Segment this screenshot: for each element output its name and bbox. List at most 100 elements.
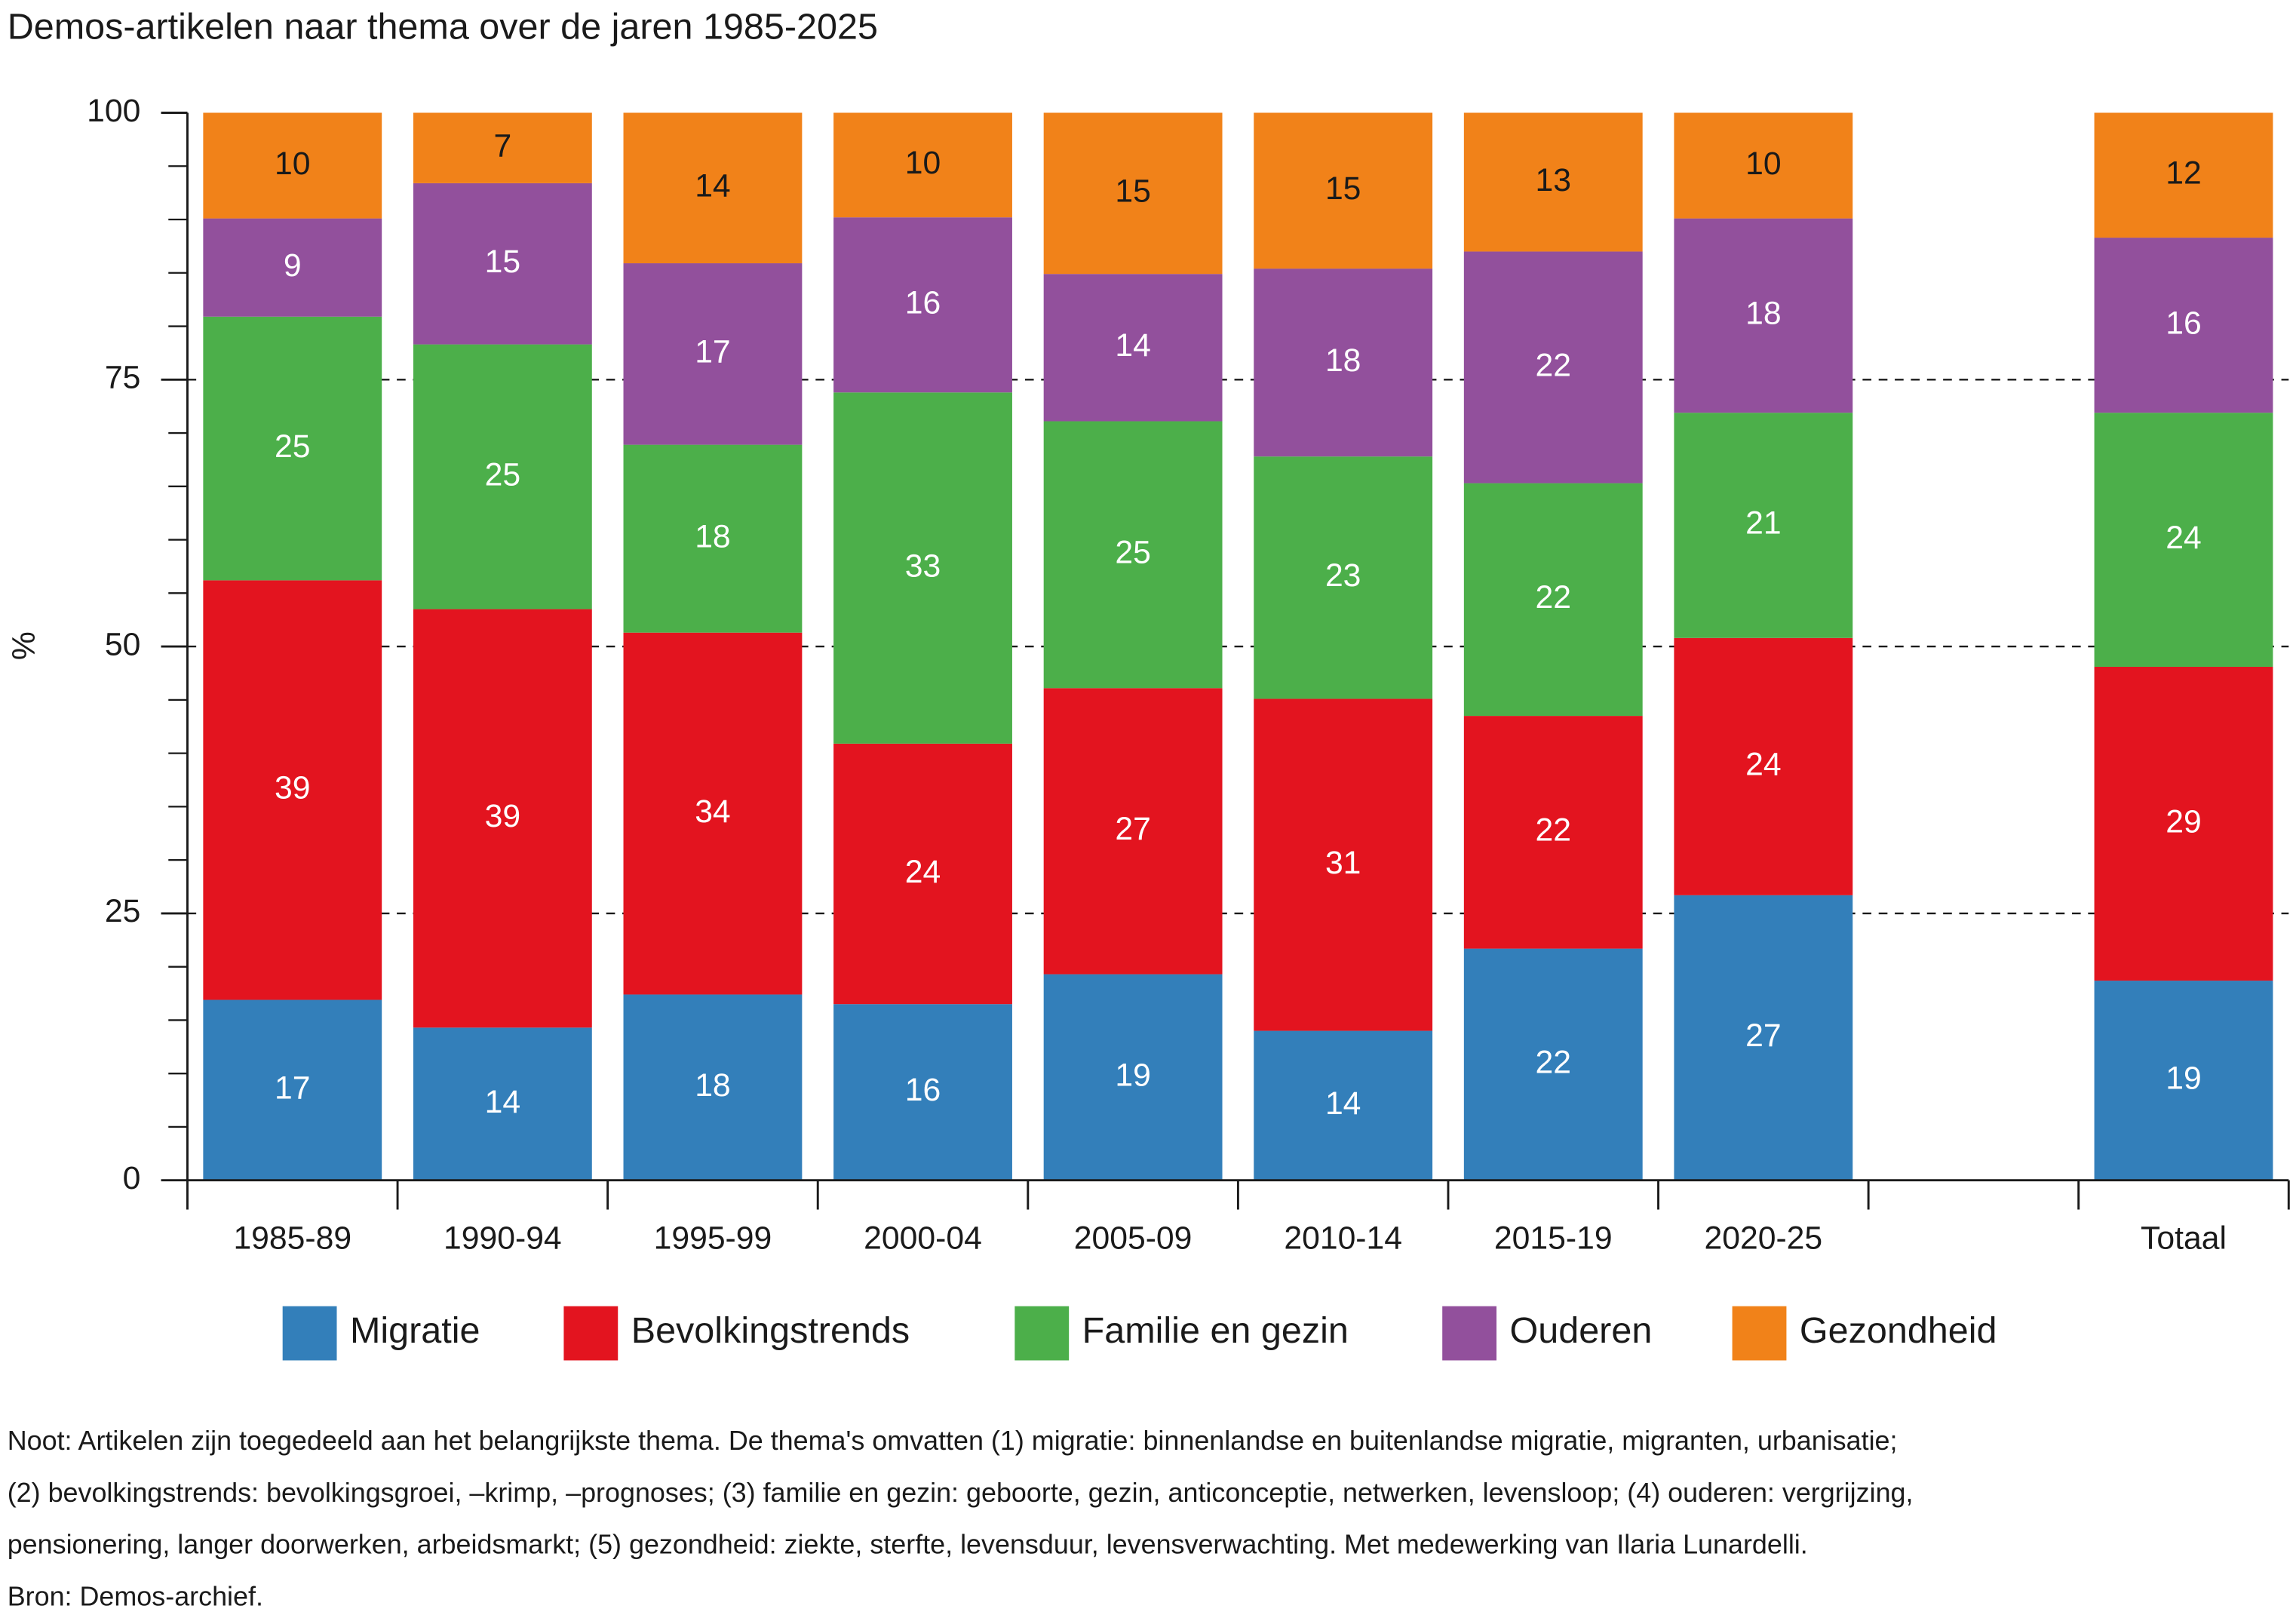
x-tick-label: 2005-09 [1074, 1220, 1193, 1257]
legend-label: Gezondheid [1800, 1310, 1997, 1351]
data-label: 29 [2166, 803, 2201, 840]
bar-segment [1043, 974, 1223, 1180]
legend-swatch [1732, 1306, 1787, 1361]
data-label: 16 [905, 1072, 941, 1108]
bar-segment [623, 263, 803, 445]
bar-segment [623, 112, 803, 264]
bar-segment [833, 112, 1012, 218]
legend-swatch [1014, 1306, 1070, 1361]
data-label: 24 [1745, 747, 1781, 783]
bar-segment [203, 316, 382, 581]
data-label: 27 [1745, 1018, 1781, 1054]
data-label: 10 [1745, 146, 1781, 182]
bar-segment [833, 1004, 1012, 1180]
data-label: 16 [905, 285, 941, 321]
bar-segment [833, 743, 1012, 1005]
bar-segment [413, 112, 592, 183]
chart-title: Demos-artikelen naar thema over de jaren… [8, 7, 878, 48]
data-label: 7 [493, 127, 511, 164]
bar-segment [1463, 251, 1643, 484]
data-label: 14 [695, 168, 730, 204]
bar-segment [2094, 413, 2273, 667]
data-label: 18 [1325, 342, 1361, 379]
data-label: 18 [695, 518, 730, 554]
data-label: 25 [485, 456, 520, 493]
bar-segment [2094, 238, 2273, 413]
legend-swatch [563, 1306, 619, 1361]
x-tick-label: 2020-25 [1705, 1220, 1823, 1257]
bar-segment [2094, 112, 2273, 238]
data-label: 39 [485, 798, 520, 834]
data-label: 22 [1536, 347, 1571, 383]
y-tick-label: 25 [105, 893, 140, 929]
note: Noot: Artikelen zijn toegedeeld aan het … [8, 1425, 1898, 1456]
data-label: 9 [284, 247, 302, 284]
data-label: 24 [905, 854, 941, 890]
bar-segment [1043, 112, 1223, 275]
bar-segment [1254, 698, 1433, 1031]
y-tick-label: 75 [105, 360, 140, 396]
data-label: 14 [1325, 1085, 1361, 1122]
data-label: 25 [275, 428, 310, 465]
bar-segment [203, 218, 382, 317]
bar-segment [1674, 895, 1853, 1180]
data-label: 27 [1115, 811, 1150, 847]
y-tick-label: 100 [87, 93, 140, 129]
note: pensionering, langer doorwerken, arbeids… [8, 1529, 1808, 1560]
y-tick-label: 0 [123, 1160, 141, 1196]
y-tick-label: 50 [105, 626, 140, 662]
data-label: 24 [2166, 520, 2201, 556]
bar-segment [413, 183, 592, 345]
data-label: 19 [1115, 1057, 1150, 1093]
bar-segment [1463, 112, 1643, 252]
note: Bron: Demos-archief. [8, 1581, 263, 1612]
x-tick-label: 2010-14 [1284, 1220, 1402, 1257]
bar-segment [413, 609, 592, 1028]
bar-segment [1674, 112, 1853, 219]
note: (2) bevolkingstrends: bevolkingsgroei, –… [8, 1477, 1914, 1508]
data-label: 19 [2166, 1061, 2201, 1097]
data-label: 14 [485, 1084, 520, 1120]
data-label: 14 [1115, 327, 1150, 364]
data-label: 39 [275, 770, 310, 806]
bar-segment [1043, 274, 1223, 422]
data-label: 21 [1745, 505, 1781, 542]
bar-segment [1254, 112, 1433, 269]
data-label: 15 [485, 244, 520, 280]
bar-segment [2094, 666, 2273, 981]
bar-segment [1463, 483, 1643, 717]
data-label: 10 [275, 146, 310, 182]
data-label: 34 [695, 794, 730, 830]
bar-segment [2094, 981, 2273, 1180]
bar-segment [1254, 1030, 1433, 1180]
legend-label: Familie en gezin [1082, 1310, 1349, 1351]
legend-swatch [1442, 1306, 1497, 1361]
bar-segment [1043, 688, 1223, 975]
data-label: 18 [695, 1067, 730, 1104]
bar-segment [833, 217, 1012, 393]
x-tick-label: 2015-19 [1494, 1220, 1613, 1257]
x-tick-label: 1995-99 [654, 1220, 772, 1257]
bar-segment [203, 999, 382, 1180]
data-label: 16 [2166, 305, 2201, 341]
legend-swatch [282, 1306, 337, 1361]
data-label: 15 [1115, 173, 1150, 210]
bar-segment [413, 344, 592, 609]
x-tick-label: 1990-94 [444, 1220, 562, 1257]
data-label: 22 [1536, 579, 1571, 616]
data-label: 23 [1325, 557, 1361, 594]
data-label: 22 [1536, 1044, 1571, 1080]
bar-segment [203, 580, 382, 1000]
bar-segment [623, 994, 803, 1180]
bar-segment [1254, 269, 1433, 457]
data-label: 17 [275, 1070, 310, 1106]
bar-segment [1674, 413, 1853, 638]
data-label: 10 [905, 145, 941, 181]
bar-segment [833, 392, 1012, 744]
legend-label: Bevolkingstrends [631, 1310, 910, 1351]
bar-segment [1254, 456, 1433, 699]
y-axis-label: % [6, 631, 42, 660]
data-label: 18 [1745, 296, 1781, 332]
legend-label: Migratie [350, 1310, 480, 1351]
